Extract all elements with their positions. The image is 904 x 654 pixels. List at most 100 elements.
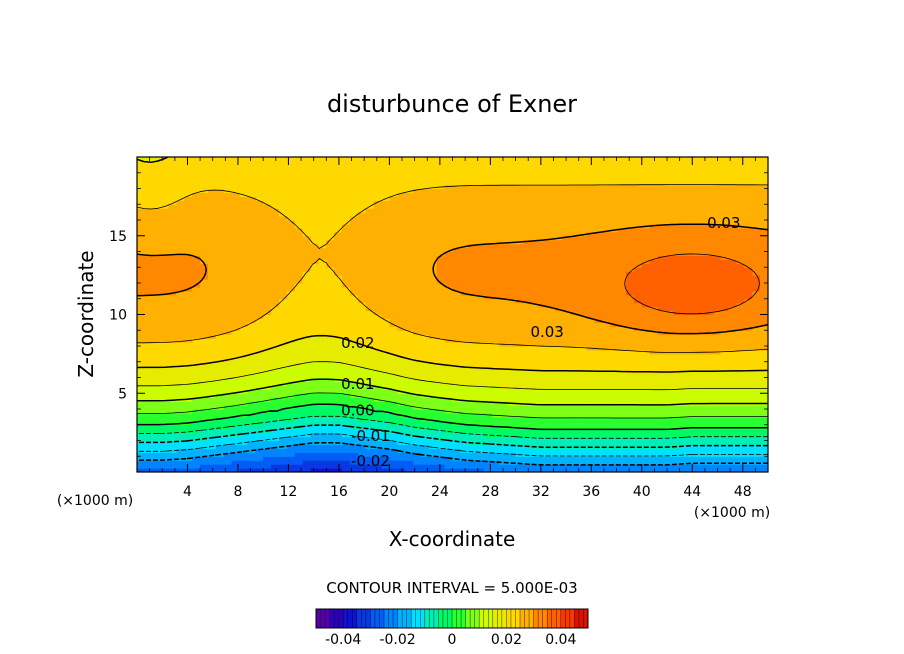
contour-cell xyxy=(594,286,603,292)
contour-cell xyxy=(594,464,603,469)
contour-cell xyxy=(420,409,430,414)
contour-cell xyxy=(365,172,375,178)
contour-cell xyxy=(420,460,430,465)
contour-cell xyxy=(436,456,446,461)
contour-cell xyxy=(515,314,525,320)
contour-cell xyxy=(413,385,422,390)
contour-cell xyxy=(231,180,241,186)
contour-cell xyxy=(349,330,359,335)
contour-cell xyxy=(570,460,580,465)
contour-cell xyxy=(302,164,312,170)
contour-cell xyxy=(460,401,469,406)
contour-cell xyxy=(223,385,233,390)
contour-cell xyxy=(302,452,312,457)
contour-cell xyxy=(326,361,335,367)
contour-cell xyxy=(381,464,390,469)
contour-cell xyxy=(207,468,217,472)
contour-cell xyxy=(460,251,469,257)
contour-cell xyxy=(271,464,280,469)
contour-cell xyxy=(413,255,422,260)
contour-cell xyxy=(594,290,603,296)
contour-cell xyxy=(499,338,509,343)
contour-fill-layer xyxy=(137,157,768,472)
contour-cell xyxy=(247,468,256,472)
contour-cell xyxy=(255,460,264,465)
contour-cell xyxy=(499,286,509,292)
contour-cell xyxy=(452,468,461,472)
contour-cell xyxy=(484,361,493,367)
contour-cell xyxy=(547,192,556,197)
contour-cell xyxy=(507,200,517,205)
contour-cell xyxy=(468,349,477,355)
contour-cell xyxy=(618,172,627,178)
contour-cell xyxy=(602,322,611,327)
contour-cell xyxy=(444,393,454,398)
contour-cell xyxy=(405,200,414,205)
contour-cell xyxy=(200,357,209,363)
contour-cell xyxy=(491,286,501,292)
contour-cell xyxy=(405,212,414,217)
contour-cell xyxy=(239,164,249,170)
contour-cell xyxy=(342,306,351,312)
contour-cell xyxy=(160,468,170,472)
contour-cell xyxy=(144,220,154,225)
contour-cell xyxy=(515,353,525,359)
contour-cell xyxy=(555,412,564,418)
contour-cell xyxy=(152,428,162,434)
contour-cell xyxy=(460,200,469,205)
contour-cell xyxy=(278,259,288,264)
contour-cell xyxy=(239,160,249,166)
contour-cell xyxy=(428,468,438,472)
contour-cell xyxy=(263,373,272,379)
contour-cell xyxy=(460,349,469,355)
contour-cell xyxy=(286,259,296,264)
contour-cell xyxy=(271,322,280,327)
contour-cell xyxy=(507,397,517,402)
contour-cell xyxy=(618,393,627,398)
contour-cell xyxy=(278,298,288,304)
contour-cell xyxy=(310,192,320,197)
contour-cell xyxy=(318,294,327,300)
contour-cell xyxy=(286,188,296,194)
contour-cell xyxy=(207,397,217,402)
contour-cell xyxy=(326,294,335,300)
contour-cell xyxy=(184,448,193,453)
contour-cell xyxy=(562,231,572,237)
contour-cell xyxy=(618,397,627,402)
contour-cell xyxy=(318,405,327,410)
contour-cell xyxy=(326,286,335,292)
contour-cell xyxy=(420,381,430,386)
contour-cell xyxy=(278,310,288,316)
contour-cell xyxy=(373,271,383,276)
contour-cell xyxy=(397,172,406,178)
contour-cell xyxy=(460,208,469,213)
contour-cell xyxy=(539,216,548,221)
contour-cell xyxy=(420,456,430,461)
contour-cell xyxy=(231,172,241,178)
contour-cell xyxy=(215,346,225,351)
contour-cell xyxy=(349,247,359,253)
contour-cell xyxy=(405,373,414,379)
contour-cell xyxy=(176,227,185,233)
contour-cell xyxy=(184,302,193,308)
contour-cell xyxy=(326,267,335,272)
contour-cell xyxy=(271,381,280,386)
contour-cell xyxy=(294,432,304,438)
contour-cell xyxy=(176,322,185,327)
contour-cell xyxy=(334,432,343,438)
contour-cell xyxy=(491,192,501,197)
contour-cell xyxy=(397,397,406,402)
contour-cell xyxy=(420,188,430,194)
contour-cell xyxy=(192,373,201,379)
contour-cell xyxy=(476,212,485,217)
contour-cell xyxy=(610,243,619,249)
contour-cell xyxy=(460,456,469,461)
contour-cell xyxy=(263,235,272,241)
contour-cell xyxy=(373,412,383,418)
contour-cell xyxy=(626,420,635,426)
contour-cell xyxy=(531,385,540,390)
contour-cell xyxy=(310,263,320,268)
contour-cell xyxy=(302,279,312,284)
contour-cell xyxy=(484,428,493,434)
contour-cell xyxy=(184,369,193,375)
